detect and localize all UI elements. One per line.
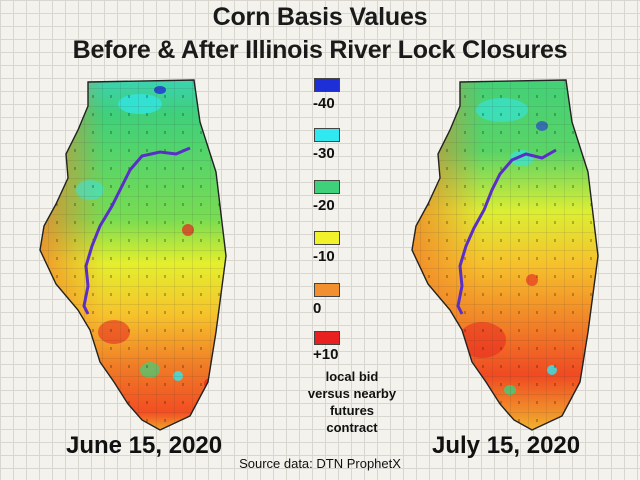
legend-swatch <box>314 180 340 194</box>
legend-swatch <box>314 128 340 142</box>
illinois-map-july <box>411 79 599 431</box>
legend-swatch <box>314 231 340 245</box>
map-date-july: July 15, 2020 <box>432 432 581 459</box>
legend-note: local bid versus nearby futures contract <box>307 369 397 435</box>
legend-swatch <box>314 331 340 345</box>
illinois-map-june <box>39 79 227 431</box>
legend-swatch <box>314 78 340 92</box>
legend-swatch <box>314 283 340 297</box>
chart-title: Corn Basis Values <box>212 3 428 31</box>
legend-label: 0 <box>313 300 322 317</box>
legend-label: +10 <box>313 346 339 363</box>
legend-label: -10 <box>313 248 335 265</box>
legend-label: -40 <box>313 95 335 112</box>
map-date-june: June 15, 2020 <box>66 432 223 459</box>
illinois-river-june <box>82 146 191 315</box>
illinois-river-july <box>456 148 557 315</box>
chart-subtitle: Before & After Illinois River Lock Closu… <box>72 36 568 64</box>
legend-label: -20 <box>313 197 335 214</box>
legend-label: -30 <box>313 145 335 162</box>
source-note: Source data: DTN ProphetX <box>239 456 401 471</box>
